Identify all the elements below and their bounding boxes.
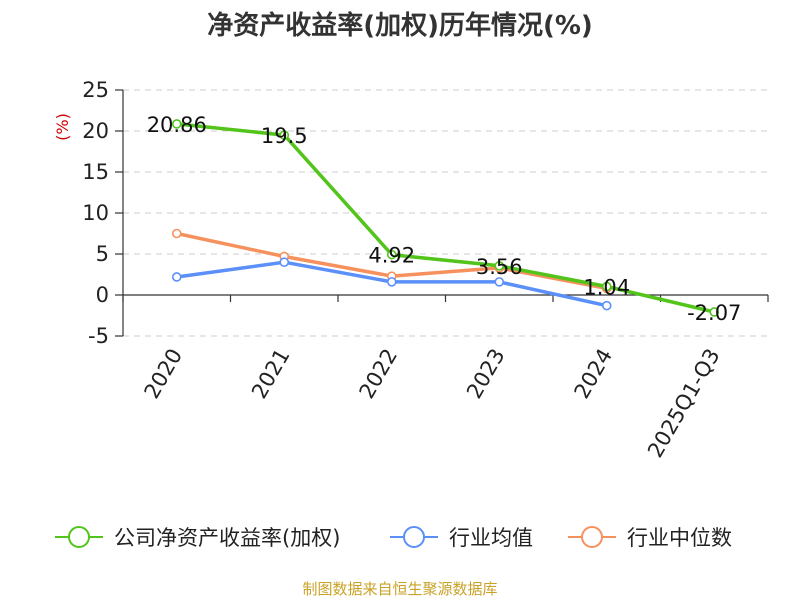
- y-tick-label: -5: [88, 324, 109, 348]
- data-point-company: [601, 281, 612, 292]
- legend-label: 行业均值: [449, 526, 533, 550]
- series-line-company: [175, 122, 717, 314]
- legend-item-industry-median: 行业中位数: [568, 526, 732, 550]
- data-point-industry-median: [171, 228, 182, 239]
- data-point-company: [279, 130, 290, 140]
- data-label: 1.04: [583, 275, 630, 299]
- data-source-note: 制图数据来自恒生聚源数据库: [302, 580, 497, 598]
- legend-item-industry-avg: 行业均值: [390, 526, 533, 550]
- data-point-industry-avg: [601, 300, 612, 311]
- y-tick-label: 5: [96, 242, 109, 266]
- grid-lines: [123, 89, 768, 337]
- series-lines: [171, 119, 720, 317]
- data-label: 19.5: [261, 124, 308, 148]
- y-tick-label: 10: [82, 201, 109, 225]
- x-category-label: 2024: [570, 345, 618, 403]
- data-point-industry-avg: [386, 277, 397, 287]
- data-point-industry-avg: [279, 257, 290, 268]
- x-category-label: 2023: [462, 345, 510, 403]
- x-category-label: 2020: [140, 345, 188, 403]
- chart-title: 净资产收益率(加权)历年情况(%): [207, 10, 593, 41]
- y-tick-label: 25: [82, 78, 109, 102]
- data-label: -2.07: [687, 301, 741, 325]
- legend-label: 行业中位数: [627, 526, 732, 550]
- y-tick-label: 20: [82, 119, 109, 143]
- legend: 公司净资产收益率(加权) 行业均值 行业中位数: [55, 526, 732, 550]
- data-point-company: [386, 249, 397, 260]
- legend-marker: [68, 526, 90, 548]
- data-label: 4.92: [368, 244, 415, 268]
- data-point-company: [494, 261, 505, 271]
- x-category-label: 2021: [247, 345, 295, 403]
- legend-marker: [581, 526, 603, 548]
- data-point-company: [709, 307, 720, 317]
- data-label: 3.56: [476, 255, 523, 279]
- data-point-industry-avg: [494, 277, 505, 287]
- legend-item-company: 公司净资产收益率(加权): [55, 526, 340, 550]
- y-tick-label: 0: [96, 283, 109, 307]
- legend-label: 公司净资产收益率(加权): [114, 526, 340, 550]
- data-point-industry-avg: [171, 272, 182, 282]
- data-labels: 20.86 19.5 4.92 3.56 1.04 -2.07: [147, 113, 742, 325]
- legend-marker: [403, 526, 425, 548]
- y-axis-unit: (%): [53, 113, 72, 141]
- x-category-label: 2025Q1-Q3: [643, 345, 725, 462]
- x-category-label: 2022: [355, 345, 403, 403]
- data-point-company: [171, 119, 182, 129]
- y-tick-label: 15: [82, 160, 109, 184]
- data-label: 20.86: [147, 113, 207, 137]
